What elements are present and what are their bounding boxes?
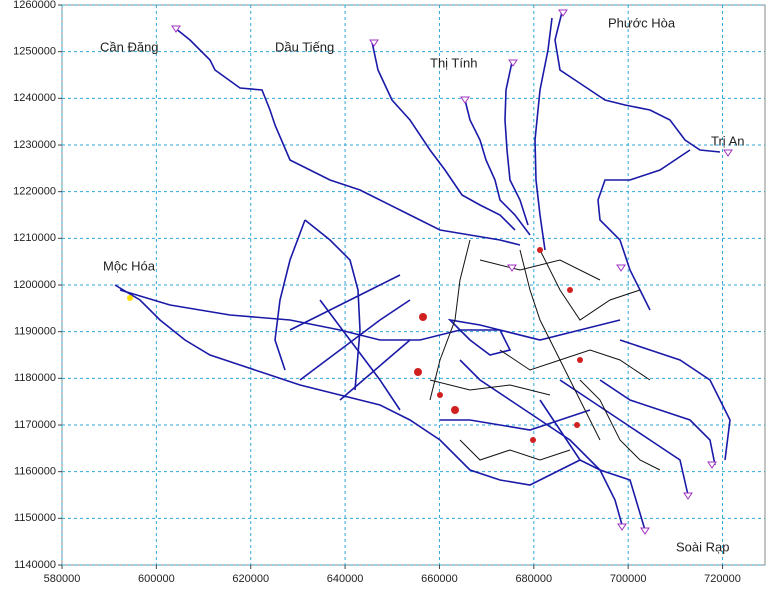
boundary-markers bbox=[171, 9, 733, 535]
x-tick-label: 600000 bbox=[138, 573, 175, 585]
plot-frame bbox=[61, 4, 766, 566]
nodes bbox=[127, 247, 583, 443]
y-tick-label: 1190000 bbox=[14, 326, 56, 338]
y-tick-label: 1140000 bbox=[14, 559, 56, 571]
x-tick-label: 660000 bbox=[421, 573, 458, 585]
y-tick-label: 1180000 bbox=[14, 372, 56, 384]
place-label: Soài Rạp bbox=[676, 539, 729, 554]
x-tick-label: 700000 bbox=[610, 573, 647, 585]
y-tick-label: 1230000 bbox=[13, 139, 56, 151]
y-tick-label: 1260000 bbox=[13, 0, 56, 11]
y-tick-label: 1220000 bbox=[13, 186, 56, 198]
place-label: Dầu Tiếng bbox=[275, 39, 334, 54]
y-tick-label: 1250000 bbox=[13, 46, 56, 58]
x-tick-label: 640000 bbox=[327, 573, 364, 585]
y-tick-label: 1150000 bbox=[14, 512, 56, 524]
x-tick-label: 580000 bbox=[44, 573, 81, 585]
x-tick-label: 680000 bbox=[515, 573, 552, 585]
place-label: Mộc Hóa bbox=[103, 258, 156, 273]
place-label: Trị An bbox=[711, 133, 744, 148]
x-tick-label: 720000 bbox=[704, 573, 741, 585]
river-network bbox=[114, 11, 731, 531]
y-tick-label: 1240000 bbox=[13, 92, 56, 104]
x-tick-label: 620000 bbox=[232, 573, 269, 585]
y-tick-label: 1170000 bbox=[14, 419, 56, 431]
y-tick-label: 1200000 bbox=[13, 279, 56, 291]
y-tick-label: 1160000 bbox=[14, 466, 56, 478]
place-label: Phước Hòa bbox=[608, 15, 676, 30]
place-label: Thị Tính bbox=[430, 55, 477, 70]
place-label: Cần Đăng bbox=[100, 39, 159, 54]
y-tick-label: 1210000 bbox=[13, 232, 56, 244]
